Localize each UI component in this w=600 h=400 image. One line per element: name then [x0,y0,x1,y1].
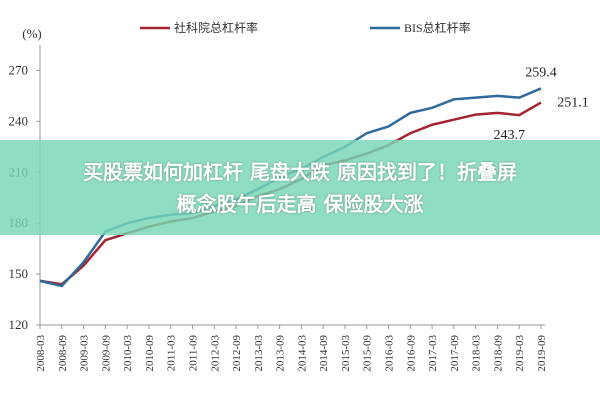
x-tick-label: 2015-03 [340,335,352,372]
x-tick-label: 2009-09 [100,335,112,372]
x-tick-label: 2010-09 [144,335,156,372]
x-tick-label: 2010-03 [122,335,134,372]
x-tick-label: 2014-03 [296,335,308,372]
x-tick-label: 2019-03 [514,335,526,372]
legend-label: 社科院总杠杆率 [174,20,258,35]
legend-label: BIS总杠杆率 [404,20,471,35]
x-tick-label: 2014-09 [318,335,330,372]
x-tick-label: 2012-03 [209,335,221,372]
y-tick-label: 120 [9,317,29,332]
y-tick-label: 270 [9,62,29,77]
x-tick-label: 2009-03 [79,335,91,372]
x-tick-label: 2017-09 [449,335,461,372]
y-axis-label: (%) [22,26,42,41]
headline-line: 概念股午后走高 保险股大涨 [176,191,424,216]
x-tick-label: 2017-03 [427,335,439,372]
x-tick-label: 2015-09 [362,335,374,372]
headline-line: 买股票如何加杠杆 尾盘大跌 原因找到了！折叠屏 [83,159,517,184]
x-tick-label: 2019-09 [536,335,548,372]
x-tick-label: 2018-09 [492,335,504,372]
x-tick-label: 2011-03 [166,335,178,372]
x-tick-label: 2011-09 [187,335,199,372]
x-tick-label: 2013-03 [253,335,265,372]
y-tick-label: 240 [9,113,29,128]
x-tick-label: 2008-09 [57,335,69,372]
y-tick-label: 150 [9,266,29,281]
data-label: 251.1 [557,96,589,111]
headline-banner: 买股票如何加杠杆 尾盘大跌 原因找到了！折叠屏 概念股午后走高 保险股大涨 [0,140,600,235]
x-tick-label: 2018-03 [471,335,483,372]
x-tick-label: 2016-09 [405,335,417,372]
x-tick-label: 2016-03 [384,335,396,372]
x-tick-label: 2012-09 [231,335,243,372]
x-tick-label: 2008-03 [35,335,47,372]
x-tick-label: 2013-09 [275,335,287,372]
data-label: 243.7 [493,128,525,143]
data-label: 259.4 [525,65,557,80]
